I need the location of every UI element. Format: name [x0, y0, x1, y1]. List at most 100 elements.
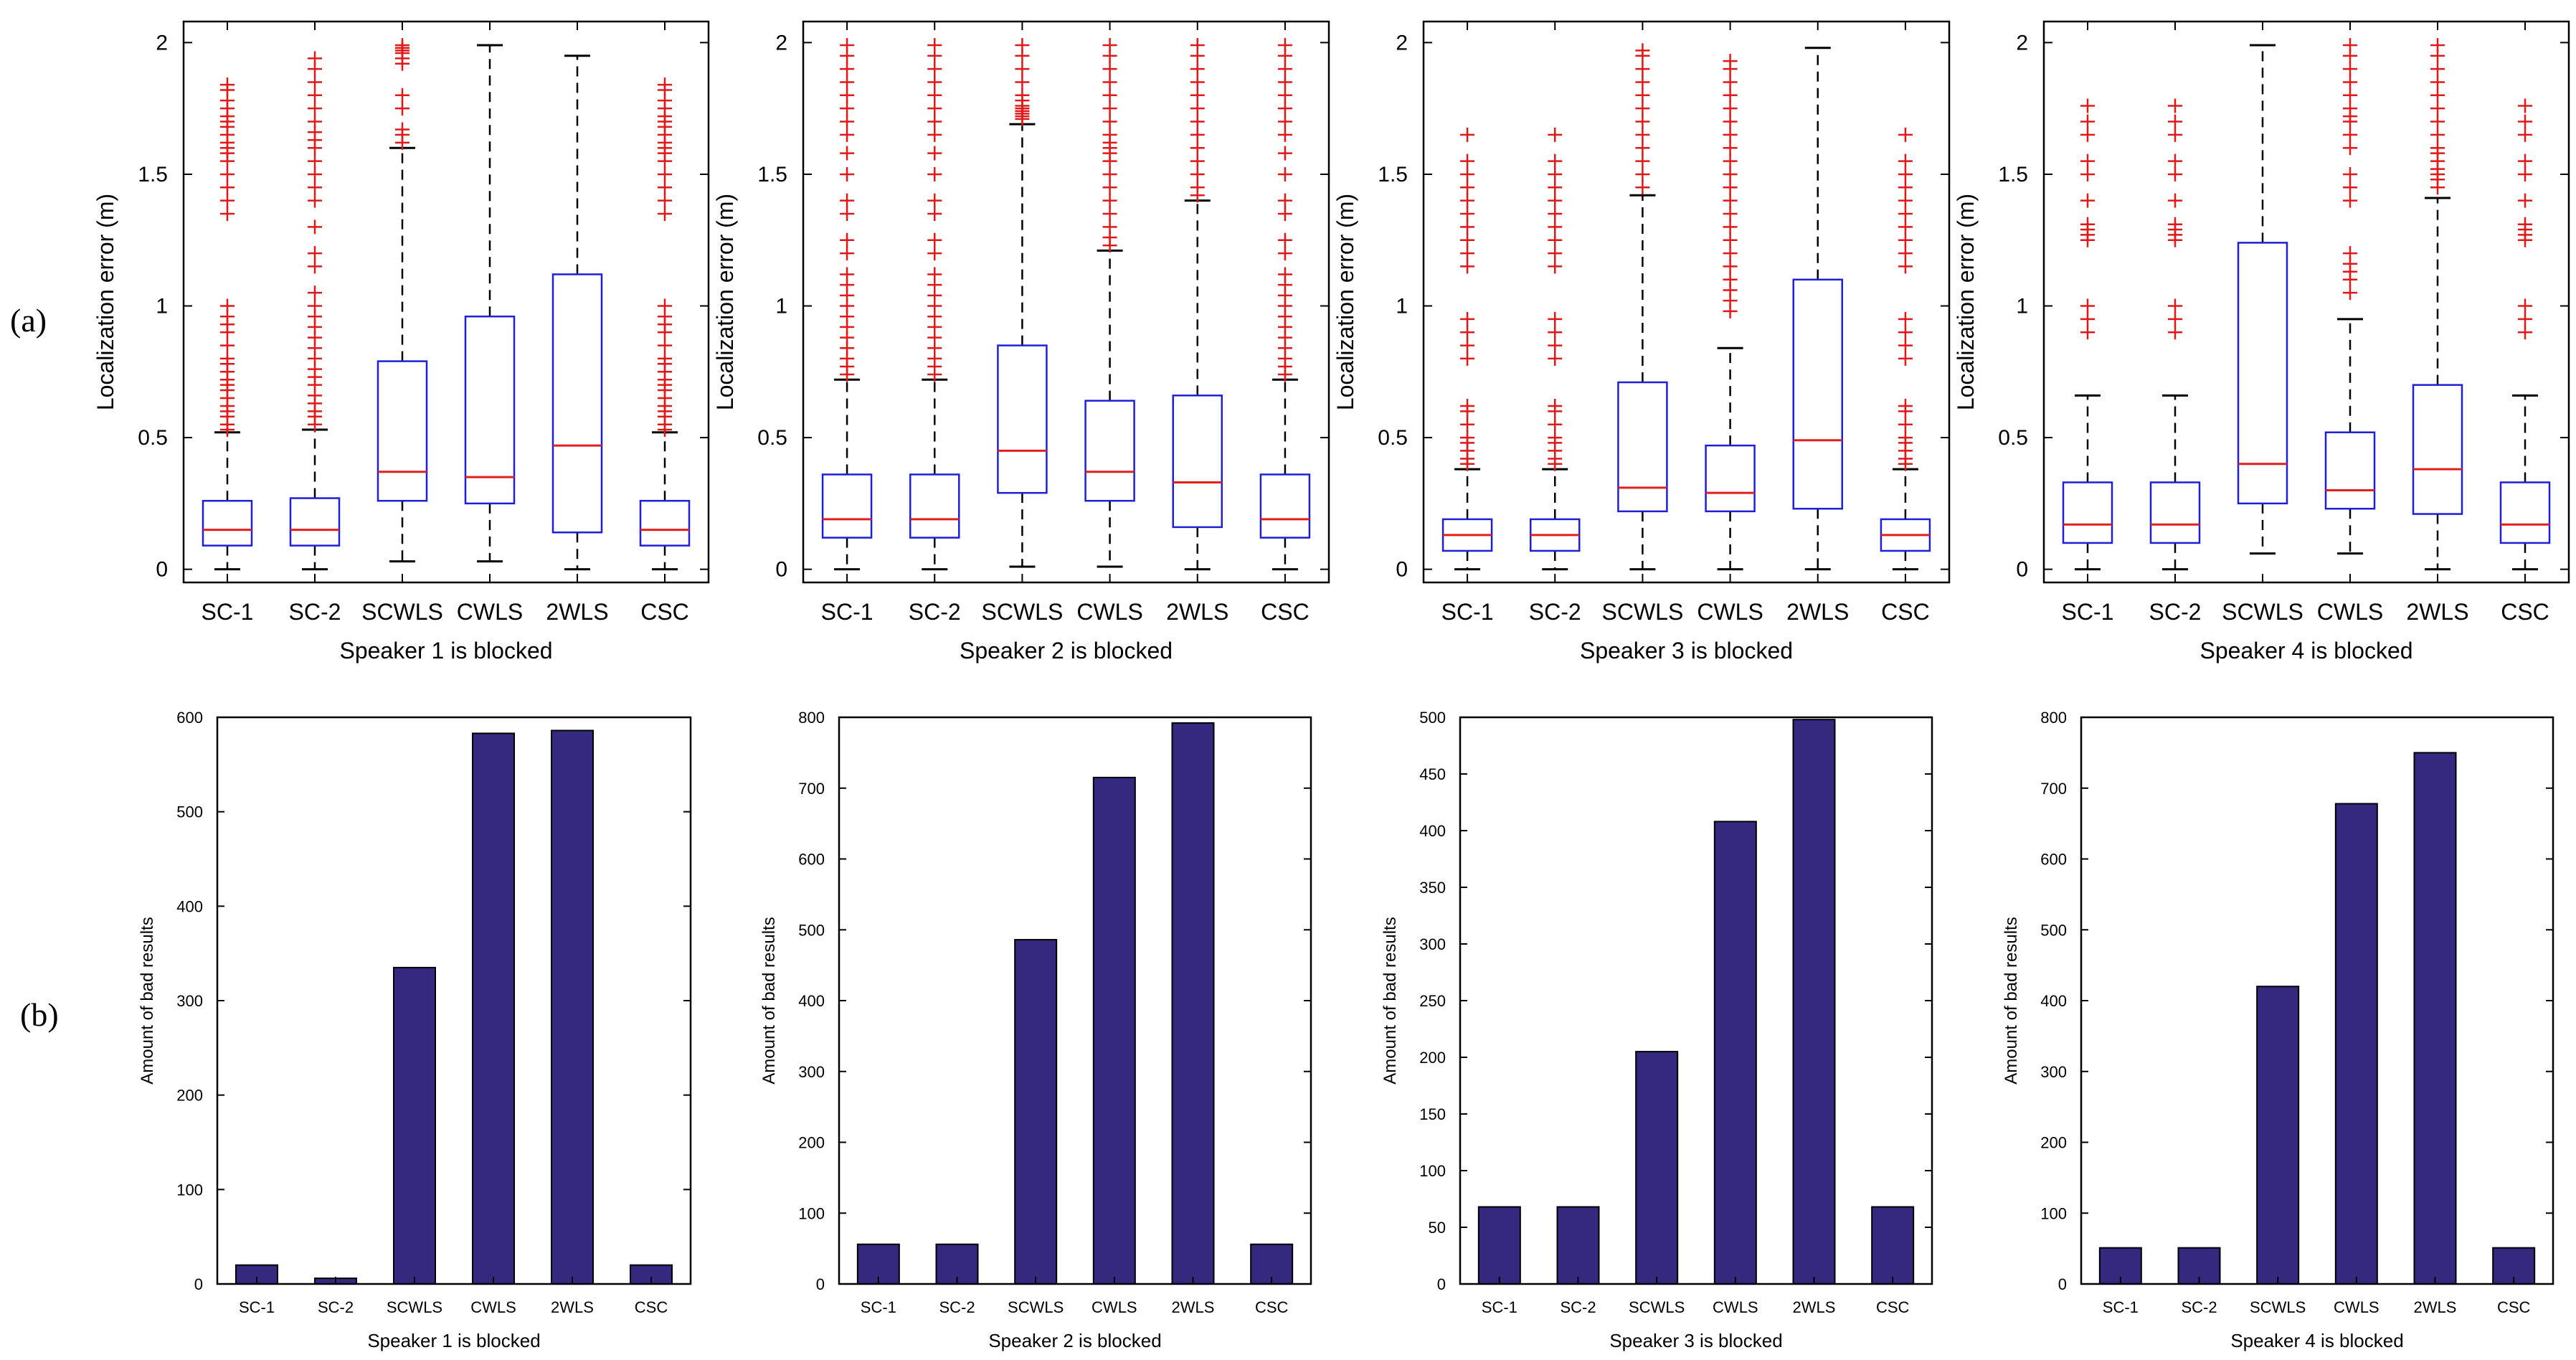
outlier-marker	[1723, 127, 1738, 142]
outlier-marker	[1548, 338, 1563, 353]
outlier-marker	[1723, 207, 1738, 222]
outlier-marker	[1015, 75, 1030, 90]
outlier-marker	[2430, 101, 2445, 116]
outlier-marker	[1015, 88, 1030, 103]
outlier-marker	[1015, 38, 1030, 53]
y-tick-label: 0	[156, 558, 168, 582]
outlier-marker	[2343, 127, 2357, 142]
x-tick-label: SCWLS	[2222, 599, 2303, 625]
outlier-marker	[2168, 325, 2182, 340]
outlier-marker	[927, 232, 942, 247]
outlier-marker	[1277, 62, 1292, 77]
outlier-marker	[1548, 351, 1563, 366]
outlier-marker	[1898, 193, 1913, 208]
y-tick-label: 300	[2040, 1063, 2067, 1081]
outlier-marker	[1898, 207, 1913, 222]
bar-cwls	[1092, 776, 1136, 1285]
outlier-marker	[1190, 88, 1205, 103]
y-tick-label: 100	[2040, 1204, 2067, 1222]
bar-cwls	[2334, 803, 2378, 1285]
outlier-marker	[2430, 75, 2445, 90]
outlier-marker	[1723, 101, 1738, 116]
outlier-marker	[1277, 127, 1292, 142]
outlier-marker	[308, 193, 322, 208]
outlier-marker	[1635, 88, 1650, 103]
iqr-box	[289, 497, 341, 547]
outlier-marker	[1635, 114, 1650, 129]
y-tick-label: 1.5	[1998, 163, 2028, 186]
x-axis-label: Speaker 3 is blocked	[1580, 638, 1793, 664]
y-tick-label: 1	[1396, 295, 1408, 318]
x-tick-label: 2WLS	[1793, 1298, 1836, 1316]
outlier-marker	[2430, 127, 2445, 142]
outlier-marker	[308, 88, 322, 103]
outlier-marker	[2430, 38, 2445, 53]
outlier-marker	[1898, 246, 1913, 261]
y-tick-label: 500	[2040, 921, 2067, 939]
outlier-marker	[2430, 62, 2445, 77]
outlier-marker	[220, 351, 235, 366]
outlier-marker	[1548, 207, 1563, 222]
outlier-marker	[2343, 75, 2357, 90]
y-tick-label: 200	[798, 1134, 825, 1152]
outlier-marker	[1548, 259, 1563, 274]
outlier-marker	[840, 62, 855, 77]
outlier-marker	[1277, 232, 1292, 247]
y-tick-label: 450	[1419, 765, 1446, 783]
plot-frame-box-1	[182, 20, 710, 584]
outlier-marker	[2518, 127, 2532, 142]
x-tick-label: 2WLS	[2414, 1298, 2457, 1316]
y-tick-label: 100	[1419, 1162, 1446, 1180]
outlier-marker	[308, 101, 322, 116]
outlier-marker	[1723, 232, 1738, 247]
x-tick-label: CWLS	[1076, 599, 1142, 625]
y-tick-label: 700	[798, 780, 825, 798]
outlier-marker	[1277, 88, 1292, 103]
outlier-marker	[927, 193, 942, 208]
outlier-marker	[1898, 154, 1913, 169]
y-tick-label: 600	[176, 709, 203, 727]
outlier-marker	[1460, 325, 1475, 340]
bar-scwls	[393, 966, 436, 1285]
outlier-marker	[2168, 98, 2182, 113]
row-label-b: (b)	[20, 996, 59, 1033]
y-tick-label: 0	[2058, 1275, 2067, 1293]
x-tick-label: CWLS	[457, 599, 523, 625]
outlier-marker	[1548, 193, 1563, 208]
outlier-marker	[1460, 166, 1475, 181]
x-tick-label: CWLS	[1713, 1298, 1758, 1316]
outlier-marker	[927, 267, 942, 282]
outlier-marker	[2430, 88, 2445, 103]
outlier-marker	[1635, 62, 1650, 77]
y-tick-label: 2	[2016, 31, 2028, 55]
x-tick-label: CSC	[1255, 1298, 1289, 1316]
outlier-marker	[1898, 325, 1913, 340]
outlier-marker	[1460, 311, 1475, 326]
outlier-marker	[2080, 217, 2095, 232]
outlier-marker	[1460, 219, 1475, 235]
x-tick-label: SC-2	[939, 1298, 975, 1316]
y-tick-label: 300	[798, 1063, 825, 1081]
x-tick-label: CSC	[2501, 599, 2549, 625]
y-tick-label: 500	[798, 921, 825, 939]
bar-scwls	[1635, 1051, 1679, 1285]
x-tick-label: SC-1	[861, 1298, 896, 1316]
bar-sc-1	[1477, 1206, 1521, 1285]
outlier-marker	[1898, 219, 1913, 235]
y-tick-label: 400	[1419, 822, 1446, 840]
x-axis-label: Speaker 3 is blocked	[1609, 1330, 1782, 1351]
x-tick-label: 2WLS	[551, 1298, 594, 1316]
iqr-box	[821, 473, 873, 539]
outlier-marker	[1635, 101, 1650, 116]
x-tick-label: SC-1	[821, 599, 873, 625]
outlier-marker	[2080, 193, 2095, 208]
outlier-marker	[1548, 127, 1563, 142]
outlier-marker	[658, 166, 672, 181]
outlier-marker	[1277, 101, 1292, 116]
outlier-marker	[308, 51, 322, 66]
outlier-marker	[1723, 154, 1738, 169]
outlier-marker	[308, 259, 322, 274]
outlier-marker	[2168, 217, 2182, 232]
outlier-marker	[2430, 141, 2445, 156]
outlier-marker	[220, 207, 235, 222]
